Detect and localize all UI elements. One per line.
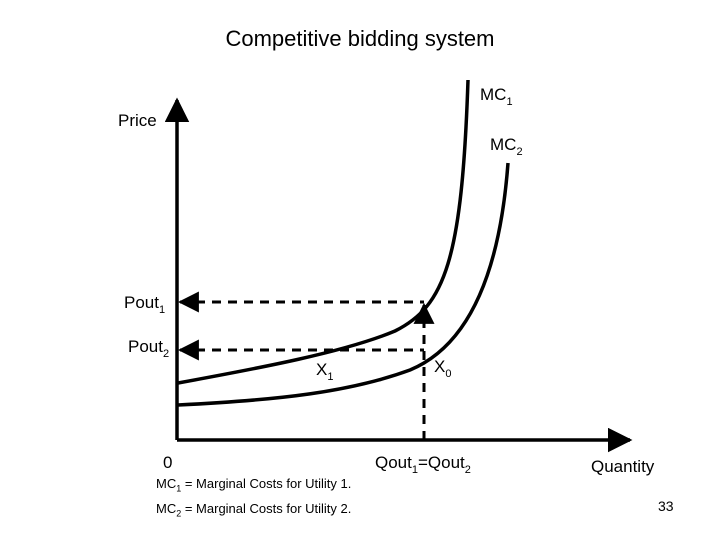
- slide-title: Competitive bidding system: [225, 26, 495, 51]
- page-number: 33: [658, 498, 674, 514]
- x-axis-label: Quantity: [591, 457, 655, 476]
- footnote-mc2: MC2 = Marginal Costs for Utility 2.: [156, 501, 352, 519]
- qout-label: Qout1=Qout2: [375, 453, 471, 476]
- footnote-mc1: MC1 = Marginal Costs for Utility 1.: [156, 476, 352, 494]
- x0-point-label: X0: [434, 357, 451, 380]
- mc2-curve: [177, 162, 510, 407]
- y-axis-label: Price: [118, 111, 157, 130]
- origin-label: 0: [163, 453, 172, 472]
- mc1-curve: [177, 79, 470, 385]
- pout2-label: Pout2: [128, 337, 169, 360]
- pout1-label: Pout1: [124, 293, 165, 316]
- x1-point-label: X1: [316, 360, 333, 383]
- mc2-label: MC2: [490, 135, 523, 158]
- mc1-label: MC1: [480, 85, 513, 108]
